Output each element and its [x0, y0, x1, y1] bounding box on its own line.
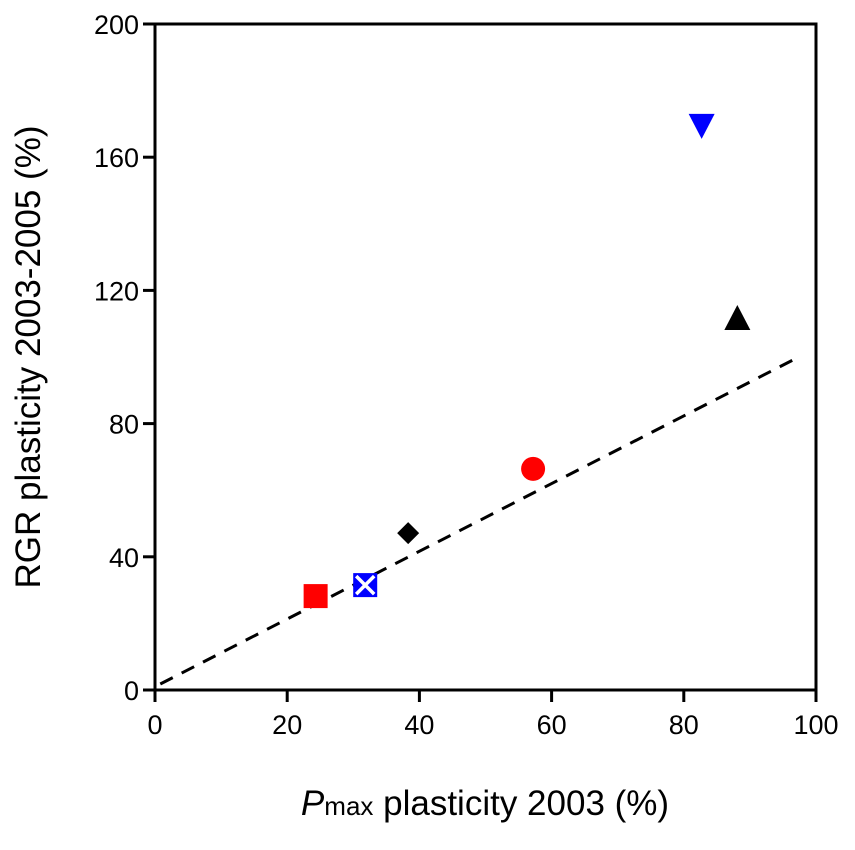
y-tick-label: 120 [94, 276, 139, 306]
y-tick-label: 0 [124, 676, 139, 706]
point-cross [354, 574, 376, 596]
x-tick-label: 100 [793, 710, 838, 740]
y-tick-label: 80 [109, 410, 139, 440]
point-triangle-down [688, 113, 715, 139]
x-label-rest: plasticity 2003 (%) [373, 784, 669, 823]
point-circle [521, 456, 546, 481]
y-tick-label: 40 [109, 543, 139, 573]
x-tick-label: 40 [404, 710, 434, 740]
x-label-italic: P [301, 784, 325, 823]
plot-frame [153, 22, 818, 692]
x-tick-label: 80 [669, 710, 699, 740]
point-square [303, 584, 328, 609]
x-label-sub: max [324, 791, 373, 821]
y-tick-label: 160 [94, 143, 139, 173]
y-axis-label: RGR plasticity 2003-2005 (%) [9, 126, 48, 589]
x-tick-label: 0 [147, 710, 162, 740]
trend-line [159, 356, 798, 686]
point-crossed-square [353, 573, 378, 598]
y-tick-label: 200 [94, 10, 139, 40]
x-tick-label: 60 [537, 710, 567, 740]
point-diamond [397, 522, 420, 545]
point-triangle-up [724, 305, 751, 331]
x-axis-label: Pmax plasticity 2003 (%) [301, 784, 669, 823]
x-tick-label: 20 [272, 710, 302, 740]
